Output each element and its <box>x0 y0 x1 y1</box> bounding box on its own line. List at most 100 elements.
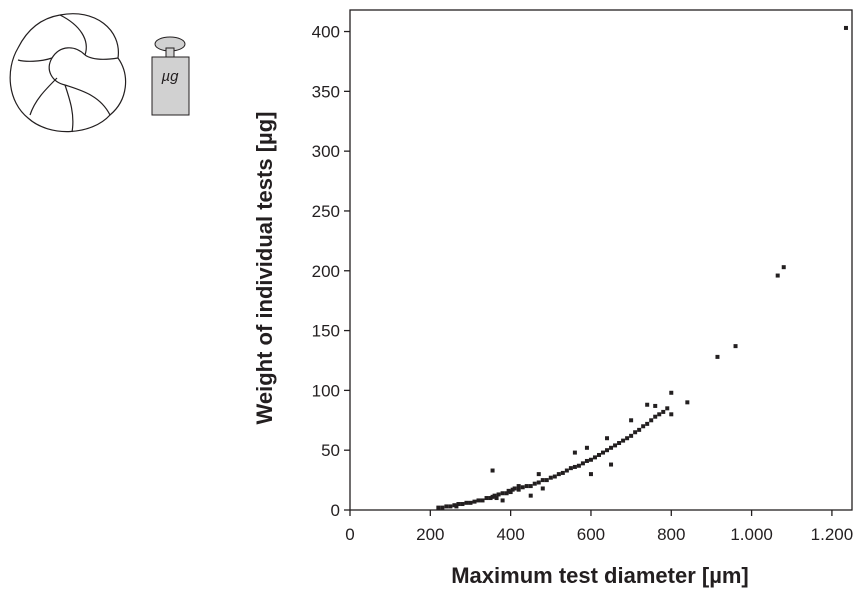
point <box>480 498 485 503</box>
point <box>540 478 545 483</box>
point <box>536 472 541 477</box>
point <box>605 436 610 441</box>
y-tick-label: 200 <box>312 262 340 281</box>
point <box>440 505 445 510</box>
point <box>436 505 441 510</box>
point <box>496 492 501 497</box>
point <box>572 464 577 469</box>
point <box>653 414 658 419</box>
point <box>592 455 597 460</box>
point <box>536 480 541 485</box>
point <box>584 445 589 450</box>
point <box>500 498 505 503</box>
point <box>669 390 674 395</box>
point <box>468 500 473 505</box>
point <box>645 421 650 426</box>
point <box>506 488 511 493</box>
point <box>508 490 513 495</box>
point <box>665 406 670 411</box>
point <box>444 504 449 509</box>
y-tick-label: 50 <box>321 441 340 460</box>
point <box>621 438 626 443</box>
point <box>733 344 738 349</box>
x-tick-label: 200 <box>416 525 444 544</box>
x-tick-label: 400 <box>496 525 524 544</box>
weight-icon: µg <box>151 36 190 116</box>
point <box>629 433 634 438</box>
point <box>641 424 646 429</box>
point <box>580 461 585 466</box>
y-tick-label: 400 <box>312 23 340 42</box>
point <box>516 487 521 492</box>
point <box>500 491 505 496</box>
point <box>588 472 593 477</box>
point <box>609 445 614 450</box>
point <box>653 403 658 408</box>
point <box>524 484 529 489</box>
point <box>588 457 593 462</box>
plot-frame <box>349 9 853 511</box>
y-tick-label: 300 <box>312 142 340 161</box>
point <box>576 463 581 468</box>
point <box>512 486 517 491</box>
point <box>661 409 666 414</box>
point <box>613 443 618 448</box>
point <box>781 265 786 270</box>
point <box>843 25 848 30</box>
foram-icon <box>9 13 127 133</box>
x-tick-label: 1.200 <box>811 525 854 544</box>
point <box>584 458 589 463</box>
x-axis-label: Maximum test diameter [µm] <box>451 563 749 588</box>
point <box>528 484 533 489</box>
point <box>528 493 533 498</box>
point <box>645 402 650 407</box>
point <box>552 474 557 479</box>
point <box>484 496 489 501</box>
x-tick-label: 0 <box>345 525 354 544</box>
point <box>669 412 674 417</box>
point <box>488 496 493 501</box>
point <box>657 412 662 417</box>
point <box>494 496 499 501</box>
y-tick-label: 0 <box>331 501 340 520</box>
point <box>685 400 690 405</box>
x-tick-label: 600 <box>577 525 605 544</box>
y-tick-label: 150 <box>312 322 340 341</box>
x-tick-label: 800 <box>657 525 685 544</box>
point <box>452 503 457 508</box>
point <box>504 491 509 496</box>
point <box>775 273 780 278</box>
point <box>715 354 720 359</box>
point <box>568 466 573 471</box>
x-tick-label: 1.000 <box>730 525 773 544</box>
y-tick-label: 250 <box>312 202 340 221</box>
point <box>605 448 610 453</box>
point <box>516 484 521 489</box>
point <box>564 468 569 473</box>
weight-label: µg <box>162 68 180 85</box>
y-tick-label: 350 <box>312 82 340 101</box>
point <box>609 462 614 467</box>
point <box>460 502 465 507</box>
point <box>476 498 481 503</box>
point <box>548 475 553 480</box>
point <box>490 494 495 499</box>
point <box>520 485 525 490</box>
point <box>617 441 622 446</box>
point <box>637 427 642 432</box>
point <box>556 472 561 477</box>
point <box>510 487 515 492</box>
point <box>625 436 630 441</box>
point <box>560 470 565 475</box>
point <box>649 418 654 423</box>
point <box>544 478 549 483</box>
point <box>572 450 577 455</box>
point <box>540 486 545 491</box>
y-axis-label: Weight of individual tests [µg] <box>252 112 277 425</box>
point <box>448 504 453 509</box>
point <box>492 493 497 498</box>
point <box>464 500 469 505</box>
y-tick-label: 100 <box>312 381 340 400</box>
point <box>629 418 634 423</box>
point <box>456 502 461 507</box>
